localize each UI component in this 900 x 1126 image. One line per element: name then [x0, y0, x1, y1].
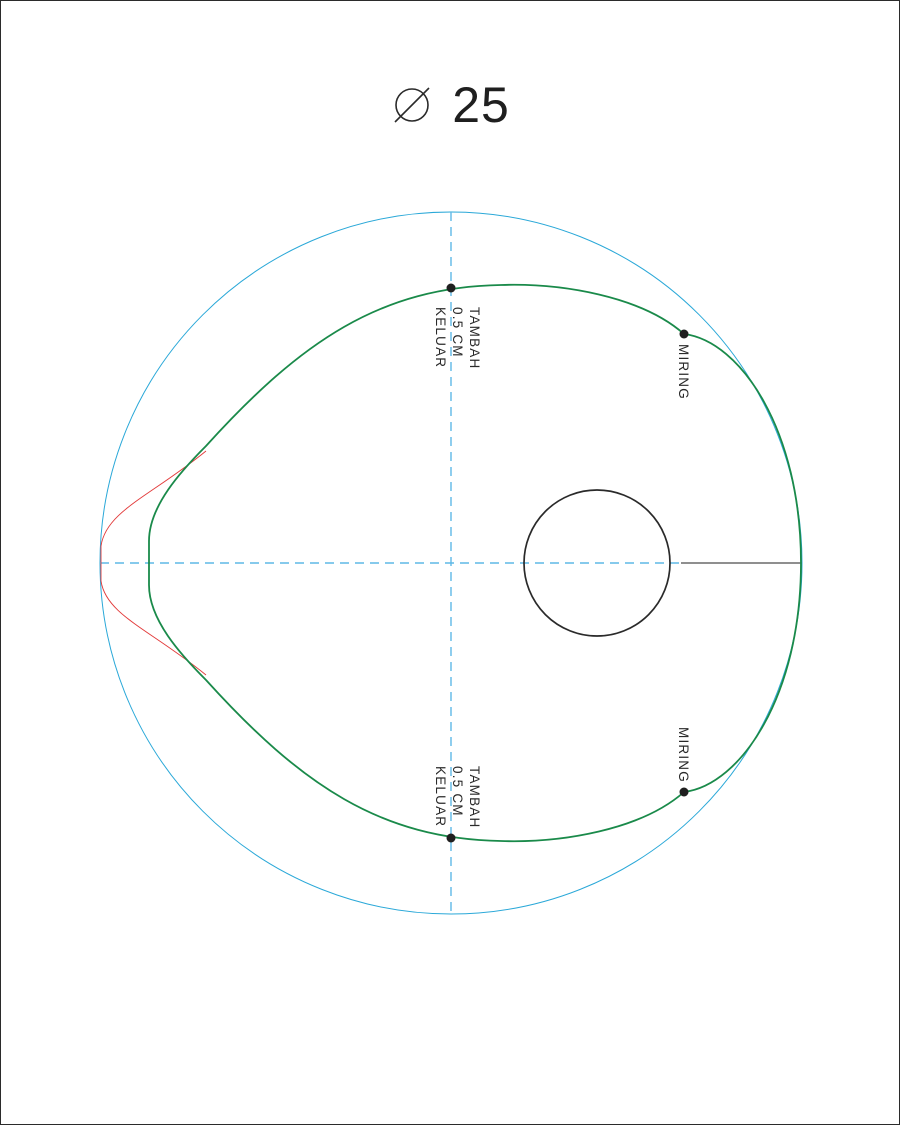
size-heading: 25	[1, 75, 900, 135]
size-value: 25	[452, 77, 510, 133]
annotation-bottom-right: MIRING	[676, 727, 691, 783]
marker-dot-bottom-right	[679, 787, 689, 797]
annotation-bottom-left-line2: 0.5 CM	[450, 766, 465, 817]
annotation-bottom-left-line1: TAMBAH	[467, 766, 482, 828]
marker-dot-top-left	[446, 283, 456, 293]
diameter-icon	[394, 87, 430, 123]
annotation-top-left-line3: KELUAR	[433, 307, 448, 368]
annotation-bottom-left: TAMBAH 0.5 CM KELUAR	[433, 766, 482, 828]
annotation-top-left-line1: TAMBAH	[467, 307, 482, 369]
annotation-top-left: TAMBAH 0.5 CM KELUAR	[433, 307, 482, 369]
center-hole	[523, 489, 671, 637]
marker-dot-top-right	[679, 329, 689, 339]
pattern-outline	[148, 283, 802, 843]
annotation-top-right: MIRING	[676, 344, 691, 400]
alt-tip-outline	[100, 450, 207, 676]
annotation-bottom-left-line3: KELUAR	[433, 766, 448, 827]
annotation-top-left-line2: 0.5 CM	[450, 307, 465, 358]
marker-dot-bottom-left	[446, 833, 456, 843]
